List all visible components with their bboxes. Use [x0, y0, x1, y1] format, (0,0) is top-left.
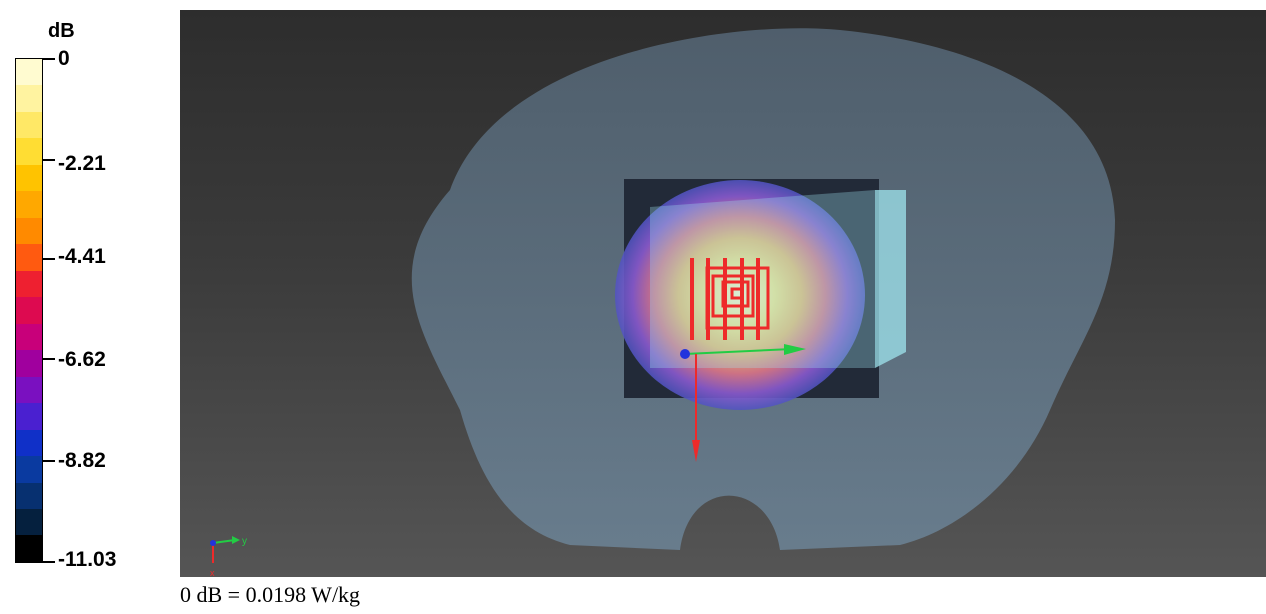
legend-color-band [16, 138, 42, 165]
legend-label: -4.41 [58, 245, 106, 268]
legend-color-band [16, 323, 42, 351]
legend-color-band [16, 403, 42, 430]
probe-axis-green-arrow [784, 344, 806, 355]
legend-color-band [16, 508, 42, 536]
legend-color-band [16, 456, 42, 483]
legend-color-band [16, 482, 42, 509]
reference-caption: 0 dB = 0.0198 W/kg [180, 582, 361, 607]
orientation-triad [210, 536, 240, 563]
zoom-cube-front [650, 190, 875, 368]
triad-x-label: x [210, 568, 215, 577]
legend-color-band [16, 164, 42, 192]
legend-tick [43, 460, 55, 462]
sar-scene: y x [210, 28, 1115, 577]
zoom-cube-side [875, 190, 906, 368]
legend-tick [43, 561, 55, 563]
legend-color-band [16, 217, 42, 245]
triad-y-label: y [242, 536, 247, 547]
probe-axis-red-arrow [692, 440, 700, 462]
legend-color-band [16, 59, 42, 86]
legend-color-band [16, 244, 42, 271]
legend-color-band [16, 350, 42, 377]
legend-color-band [16, 191, 42, 218]
color-scale-bar [15, 58, 43, 563]
legend-tick [43, 159, 55, 161]
legend-color-band [16, 429, 42, 457]
legend-color-band [16, 535, 42, 562]
legend-unit-label: dB [48, 20, 75, 42]
legend-tick [43, 258, 55, 260]
probe-axis-green [684, 348, 793, 355]
legend-tick [43, 358, 55, 360]
legend-color-band [16, 297, 42, 324]
legend-tick [43, 58, 55, 60]
zoom-scan-squares [705, 266, 770, 330]
color-scale-legend: dB 0 -2.21 -4.41 -6.62 -8.82 -11.03 [0, 0, 180, 580]
legend-color-band [16, 85, 42, 112]
3d-viewport[interactable]: y x [180, 10, 1266, 577]
legend-label: -2.21 [58, 152, 106, 175]
legend-color-band [16, 376, 42, 404]
legend-color-band [16, 111, 42, 139]
legend-label-min: -11.03 [58, 548, 117, 571]
legend-color-band [16, 270, 42, 298]
legend-label: -6.62 [58, 348, 106, 371]
legend-label: -8.82 [58, 449, 106, 472]
legend-label-max: 0 [58, 47, 70, 70]
probe-origin [680, 349, 690, 359]
